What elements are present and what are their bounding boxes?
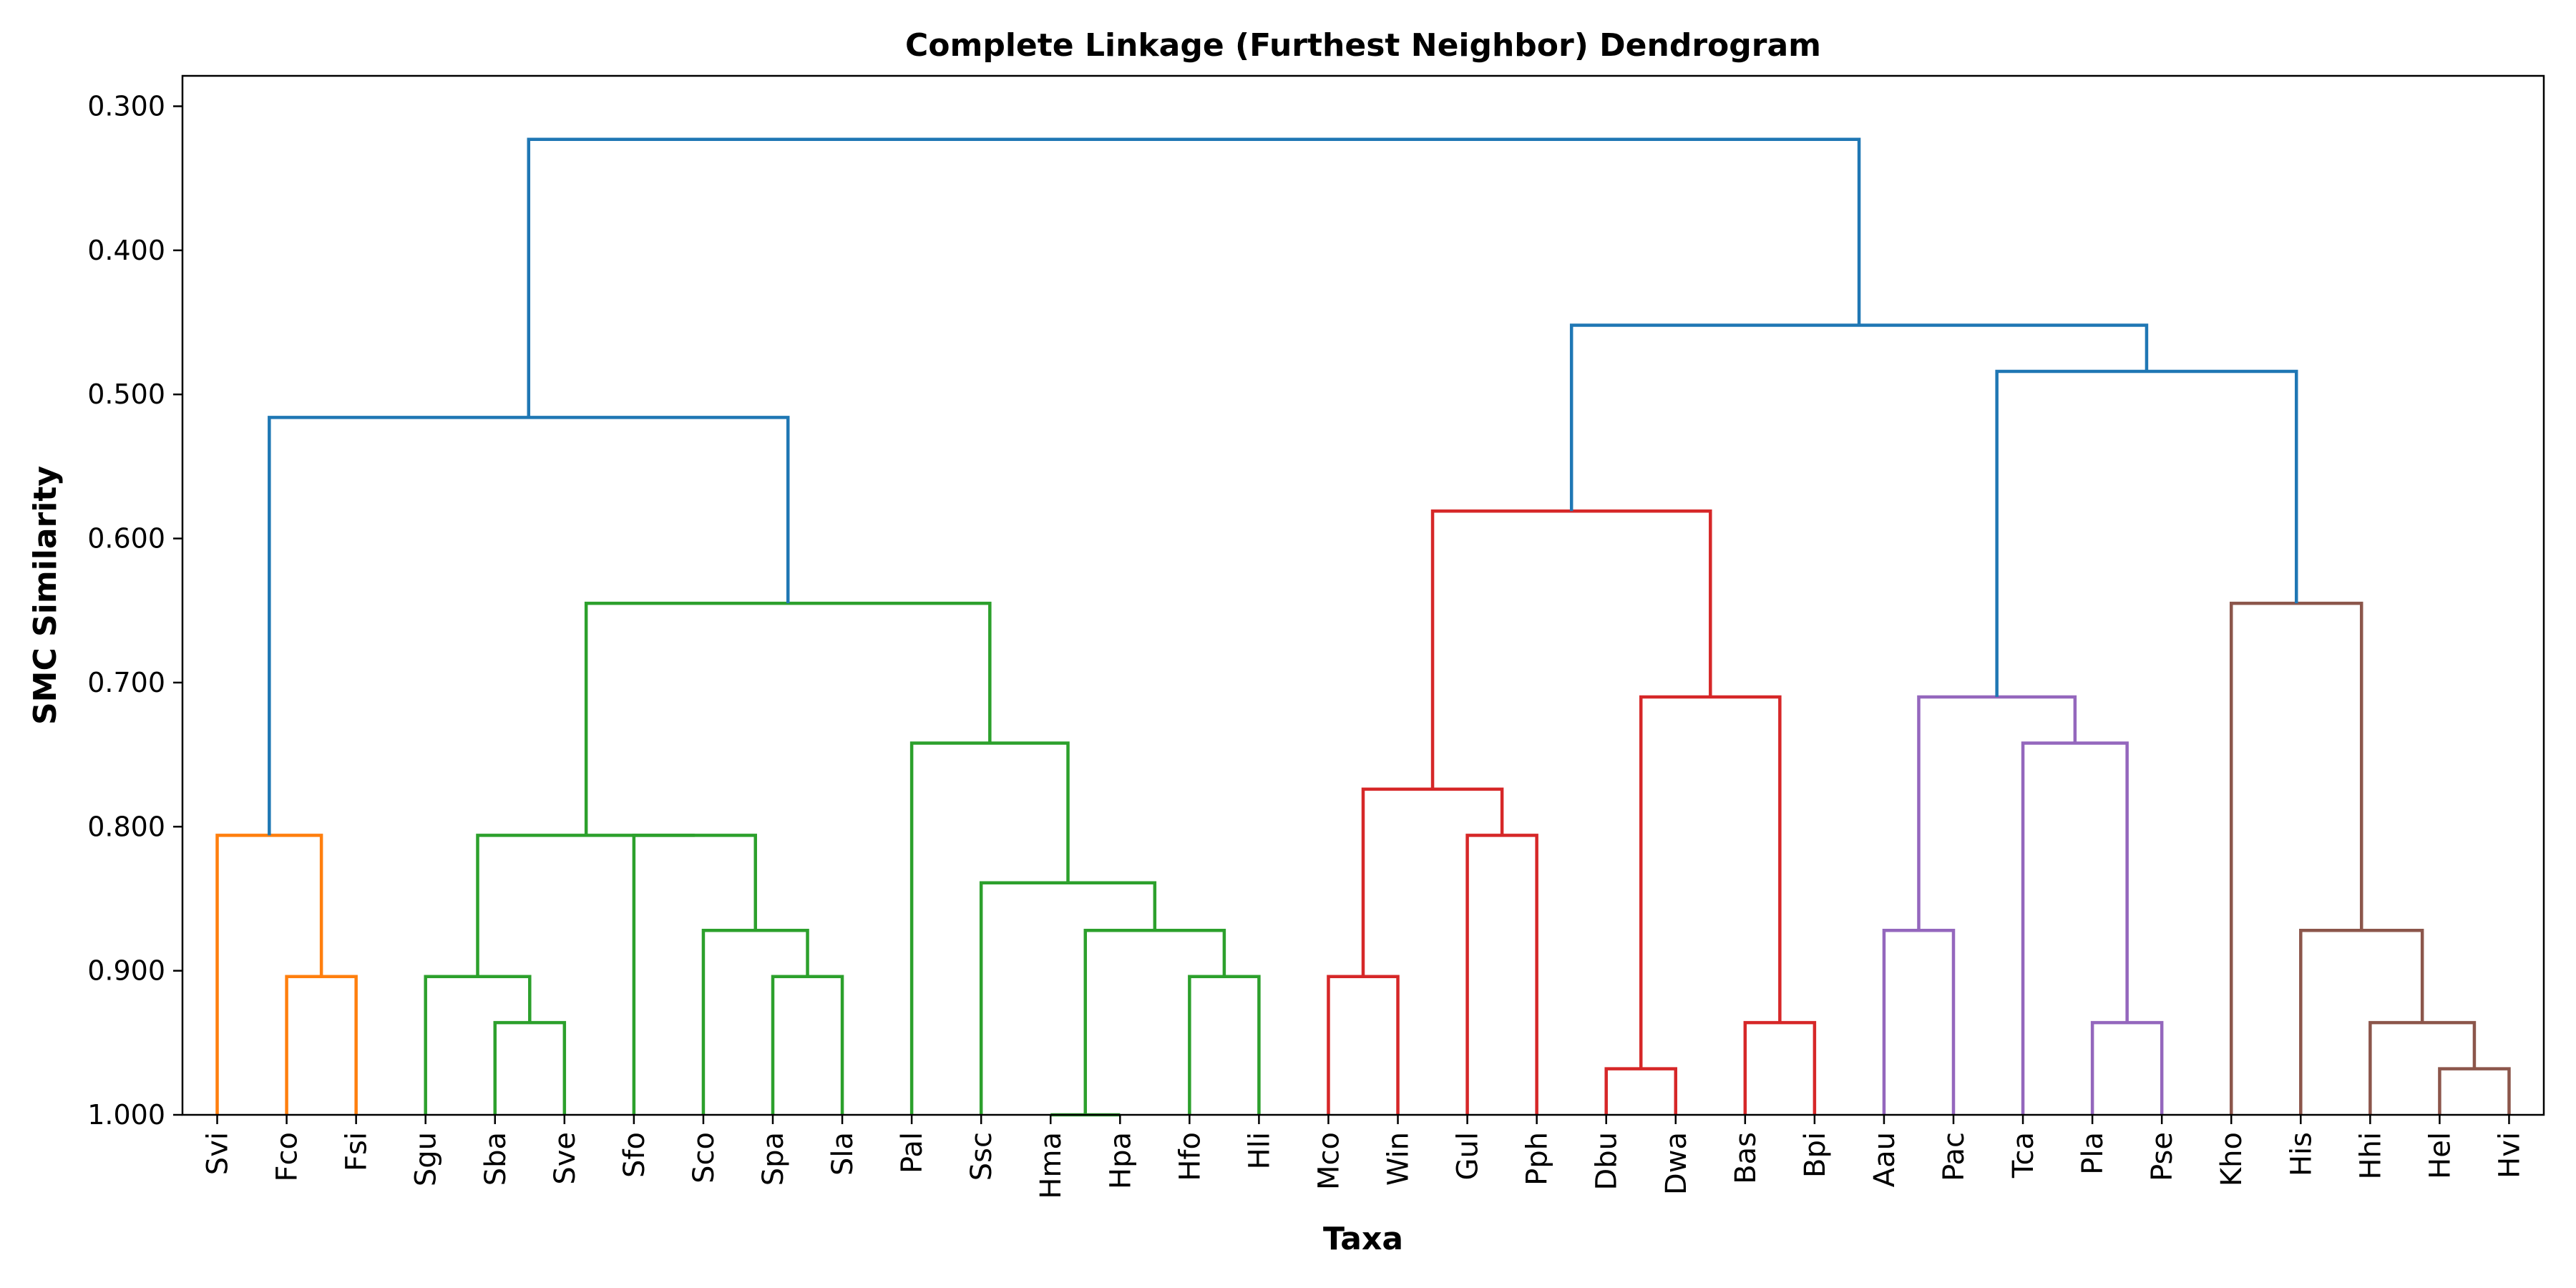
- y-tick-label: 0.500: [87, 379, 165, 410]
- leaf-label-dbu: Dbu: [1591, 1132, 1624, 1191]
- leaf-label-bas: Bas: [1729, 1132, 1762, 1184]
- merge-c9-c10: [1083, 929, 1226, 1115]
- leaf-label-mco: Mco: [1312, 1132, 1345, 1190]
- merge-c8-c13: [584, 601, 992, 836]
- leaf-label-spa: Spa: [757, 1132, 790, 1186]
- leaf-label-pse: Pse: [2146, 1132, 2179, 1181]
- y-tick-label: 0.300: [87, 90, 165, 122]
- y-axis-label: SMC Similarity: [27, 466, 64, 725]
- leaf-label-pph: Pph: [1521, 1132, 1554, 1186]
- merge-c4-c7: [476, 834, 695, 977]
- merge-c19-c20: [1639, 695, 1782, 1069]
- dendrogram-branches: [215, 137, 2511, 1117]
- leaf-label-sba: Sba: [479, 1132, 512, 1186]
- leaf-label-hpa: Hpa: [1104, 1132, 1137, 1189]
- merge-c15-c32: [527, 137, 1861, 418]
- merge-c22-c31: [1569, 323, 2149, 512]
- merge-c16-c17: [1361, 787, 1504, 977]
- leaf-label-tca: Tca: [2007, 1132, 2040, 1179]
- x-axis: Svi Fco Fsi Sgu Sba Sve Sfo Sco Spa Sla Pal Ssc Hma H…: [202, 1115, 2526, 1199]
- leaf-label-hel: Hel: [2424, 1132, 2457, 1179]
- leaf-label-his: His: [2285, 1132, 2318, 1176]
- leaf-label-svi: Svi: [202, 1132, 235, 1175]
- leaf-label-ssc: Ssc: [965, 1132, 998, 1181]
- merge-c18-c21: [1430, 509, 1712, 789]
- merge-sfo-c6: [632, 834, 757, 1115]
- x-axis-label: Taxa: [1323, 1221, 1403, 1257]
- merge-aau-pac: [1882, 929, 1956, 1115]
- merge-pla-pse: [2090, 1020, 2164, 1115]
- merge-sba-sve: [493, 1020, 567, 1115]
- leaf-label-sve: Sve: [549, 1132, 582, 1185]
- merge-mco-win: [1327, 975, 1400, 1115]
- merge-hfo-hli: [1188, 975, 1261, 1115]
- merge-gul-pph: [1465, 834, 1538, 1115]
- leaf-label-dwa: Dwa: [1660, 1132, 1693, 1195]
- leaf-label-kho: Kho: [2215, 1132, 2248, 1186]
- y-axis: 0.300 0.400 0.500 0.600 0.700 0.800 0.900 1.000: [87, 90, 182, 1131]
- merge-sgu-c3: [424, 975, 532, 1115]
- leaf-label-pla: Pla: [2077, 1132, 2109, 1175]
- y-tick-label: 0.800: [87, 811, 165, 842]
- leaf-label-hfo: Hfo: [1174, 1132, 1206, 1181]
- y-tick-label: 0.700: [87, 667, 165, 698]
- leaf-label-hli: Hli: [1243, 1132, 1276, 1169]
- merge-pal-c12: [909, 741, 1070, 1115]
- leaf-label-hvi: Hvi: [2493, 1132, 2526, 1179]
- chart-title: Complete Linkage (Furthest Neighbor) Den…: [905, 27, 1821, 64]
- merge-ssc-c11: [979, 881, 1157, 1115]
- leaf-label-gul: Gul: [1452, 1132, 1485, 1180]
- leaf-label-aau: Aau: [1868, 1132, 1901, 1187]
- leaf-label-sgu: Sgu: [410, 1132, 443, 1186]
- merge-kho-c29: [2229, 601, 2363, 1115]
- leaf-label-sla: Sla: [826, 1132, 859, 1176]
- merge-hel-hvi: [2438, 1067, 2511, 1115]
- merge-bas-bpi: [1743, 1020, 1817, 1115]
- y-tick-label: 0.400: [87, 235, 165, 266]
- merge-fco-fsi: [285, 975, 358, 1115]
- leaf-label-pal: Pal: [896, 1132, 929, 1174]
- merge-c23-c25: [1917, 695, 2077, 931]
- y-tick-label: 0.900: [87, 955, 165, 987]
- y-tick-label: 1.000: [87, 1099, 165, 1131]
- leaf-label-win: Win: [1382, 1132, 1415, 1186]
- leaf-label-hhi: Hhi: [2354, 1132, 2387, 1180]
- merge-tca-c24: [2021, 741, 2129, 1115]
- merge-c26-c30: [1995, 369, 2298, 698]
- merge-spa-sla: [771, 975, 844, 1115]
- leaf-label-bpi: Bpi: [1799, 1132, 1832, 1178]
- merge-dbu-dwa: [1604, 1067, 1678, 1115]
- plot-frame: [181, 74, 2545, 1116]
- leaf-label-pac: Pac: [1938, 1132, 1971, 1181]
- leaf-label-fco: Fco: [271, 1132, 304, 1181]
- merge-sco-c5: [701, 929, 809, 1115]
- leaf-label-sfo: Sfo: [618, 1132, 651, 1178]
- merge-c2-c14: [268, 416, 790, 836]
- y-tick-label: 0.600: [87, 523, 165, 555]
- leaf-label-hma: Hma: [1035, 1132, 1068, 1199]
- leaf-label-fsi: Fsi: [341, 1132, 374, 1171]
- leaf-label-sco: Sco: [688, 1132, 721, 1184]
